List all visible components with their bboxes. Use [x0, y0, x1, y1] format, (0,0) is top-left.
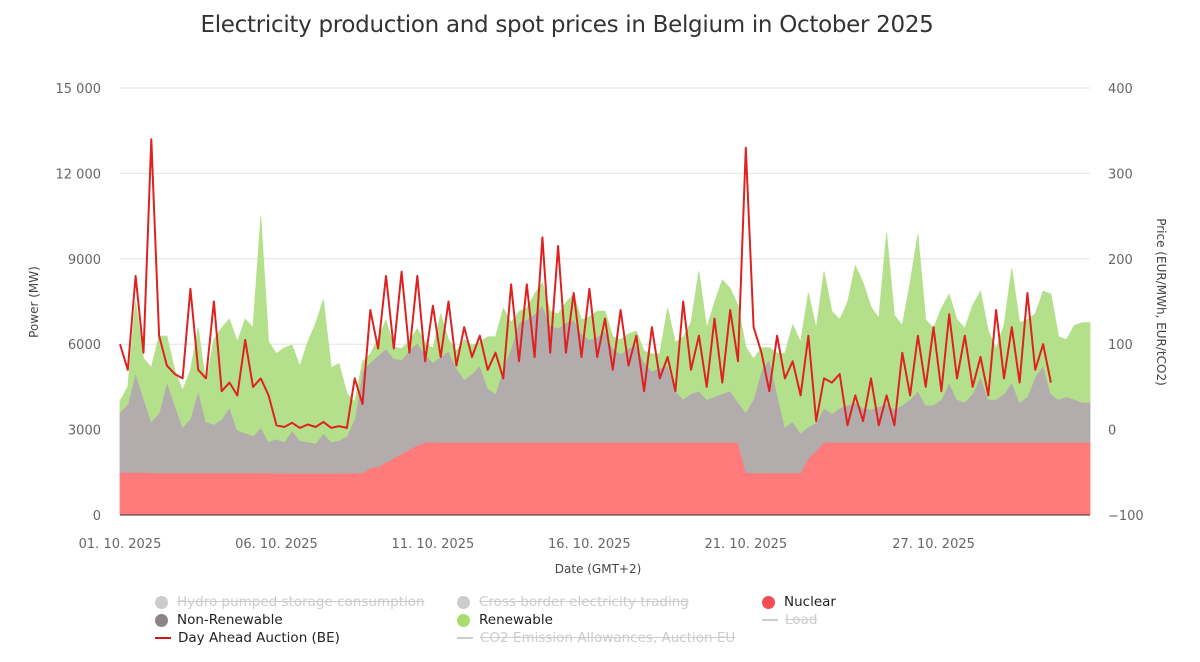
- x-tick-label: 01. 10. 2025: [79, 537, 162, 552]
- legend-dot-icon: [457, 613, 470, 627]
- legend-line-icon: [457, 637, 473, 639]
- legend-item-hydro-pumped-storage[interactable]: Hydro pumped storage consumption: [155, 594, 425, 610]
- legend-label: Hydro pumped storage consumption: [177, 594, 425, 610]
- legend-label: Cross border electricity trading: [479, 594, 689, 610]
- legend-item-co2-allowances[interactable]: CO2 Emission Allowances, Auction EU: [457, 630, 735, 646]
- legend-dot-icon: [762, 595, 775, 609]
- legend-dot-icon: [155, 613, 168, 627]
- legend-label: Day Ahead Auction (BE): [178, 630, 340, 646]
- legend-item-nuclear[interactable]: Nuclear: [762, 594, 836, 610]
- legend-label: Renewable: [479, 612, 553, 628]
- legend-dot-icon: [457, 595, 470, 609]
- y-left-tick-label: 9000: [68, 253, 101, 268]
- y-right-tick-label: 100: [1108, 338, 1133, 353]
- legend-item-cross-border-trading[interactable]: Cross border electricity trading: [457, 594, 689, 610]
- legend-line-icon: [155, 637, 171, 639]
- legend-item-day-ahead-auction[interactable]: Day Ahead Auction (BE): [155, 630, 340, 646]
- x-tick-label: 11. 10. 2025: [392, 537, 475, 552]
- legend-label: Load: [785, 612, 818, 628]
- legend-item-renewable[interactable]: Renewable: [457, 612, 553, 628]
- y-right-tick-label: 300: [1108, 167, 1133, 182]
- legend-item-non-renewable[interactable]: Non-Renewable: [155, 612, 283, 628]
- legend-line-icon: [762, 619, 778, 621]
- legend-label: CO2 Emission Allowances, Auction EU: [480, 630, 736, 646]
- line-day-ahead-auction-be: [119, 138, 1052, 429]
- x-axis-title: Date (GMT+2): [555, 562, 642, 576]
- area-renewable: [119, 216, 1091, 444]
- x-tick-label: 27. 10. 2025: [892, 537, 975, 552]
- legend-label: Non-Renewable: [177, 612, 283, 628]
- y-left-tick-label: 3000: [68, 424, 101, 439]
- y-right-tick-label: 0: [1108, 424, 1116, 439]
- line-series: [119, 138, 1052, 429]
- y-left-tick-label: 6000: [68, 338, 101, 353]
- y-axis-left-title: Power (MW): [27, 266, 41, 338]
- legend-dot-icon: [155, 595, 168, 609]
- chart-title: Electricity production and spot prices i…: [200, 12, 934, 38]
- x-tick-label: 06. 10. 2025: [235, 537, 318, 552]
- legend-item-load[interactable]: Load: [762, 612, 817, 628]
- y-right-tick-label: 400: [1108, 82, 1133, 97]
- y-axis-right-title: Price (EUR/MWh, EUR/tCO2): [1154, 218, 1168, 386]
- x-axis-ticks: 01. 10. 2025 06. 10. 2025 11. 10. 2025 16. …: [79, 537, 975, 552]
- area-series: [119, 216, 1091, 516]
- x-tick-label: 16. 10. 2025: [548, 537, 631, 552]
- y-right-tick-label: −100: [1108, 509, 1144, 524]
- y-left-tick-label: 12 000: [56, 167, 102, 182]
- y-axis-right-ticks: −100 0 100 200 300 400: [1108, 82, 1144, 524]
- y-left-tick-label: 0: [93, 509, 101, 524]
- y-left-tick-label: 15 000: [56, 82, 102, 97]
- y-axis-left-ticks: 0 3000 6000 9000 12 000 15 000: [56, 82, 102, 524]
- y-right-tick-label: 200: [1108, 253, 1133, 268]
- x-tick-label: 21. 10. 2025: [704, 537, 787, 552]
- legend-label: Nuclear: [784, 594, 836, 610]
